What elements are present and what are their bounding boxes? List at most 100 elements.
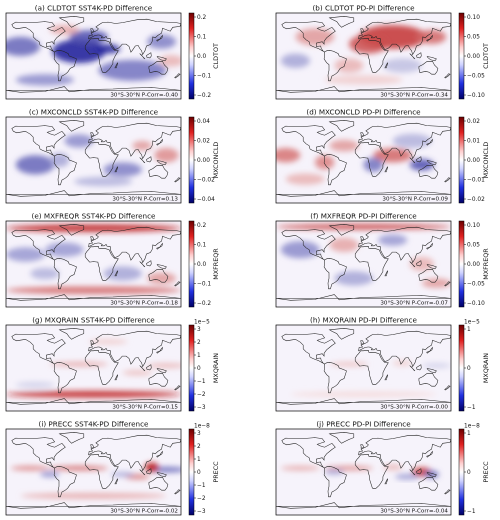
anomaly-patch: [64, 134, 94, 148]
colorbar-tick-label: 0.01: [467, 139, 480, 145]
coastline: [426, 450, 433, 458]
correlation-label: 30°S-30°N P-Corr=0.15: [112, 405, 178, 411]
anomaly-patch: [392, 133, 432, 149]
colorbar-tick-label: 0.0: [197, 54, 207, 60]
anomaly-patch: [421, 278, 451, 288]
anomaly-patch: [395, 473, 420, 480]
anomaly-patch: [382, 58, 422, 73]
colorbar-tick-label: −1: [467, 509, 476, 515]
anomaly-patch: [409, 256, 434, 272]
coastline: [409, 53, 416, 60]
colorbar-exponent: 1e−8: [194, 424, 210, 430]
coastline: [146, 260, 152, 267]
colorbar: [458, 324, 465, 412]
coastline: [323, 362, 347, 394]
coastline: [156, 346, 163, 354]
colorbar-tick-label: 1: [467, 431, 471, 437]
colorbar-tick-label: −1: [467, 405, 476, 411]
colorbar-tick-label: 0.1: [197, 243, 207, 249]
colorbar-exponent: 1e−5: [464, 320, 480, 326]
colorbar-tick-label: 0.0: [197, 262, 207, 268]
colorbar-tick-label: 0.1: [197, 35, 207, 41]
map-field: [6, 117, 181, 203]
anomaly-patch: [6, 390, 181, 398]
coastline: [360, 131, 365, 137]
anomaly-patch: [392, 360, 413, 367]
coastline: [323, 466, 347, 498]
coastline: [276, 190, 451, 197]
coastline: [174, 281, 181, 287]
coastline: [139, 157, 146, 164]
coastline: [11, 125, 66, 157]
coastline: [156, 242, 163, 250]
coastline: [276, 86, 451, 93]
anomaly-patch: [314, 155, 335, 170]
panel-title: (i) PRECC SST4K-PD Difference: [39, 420, 150, 429]
coastline: [53, 362, 77, 394]
coastline: [156, 472, 167, 478]
panel: (f) MXFREQR PD-PI Difference 30°S-30°N P-…: [275, 212, 490, 308]
panel-title: (a) CLDTOT SST4K-PD Difference: [35, 4, 153, 13]
panel: (g) MXQRAIN SST4K-PD Difference 30°S-30°N…: [5, 316, 220, 412]
colorbar-tick-label: −0.01: [467, 178, 485, 184]
coastline: [139, 261, 146, 268]
map-frame: [275, 324, 452, 412]
panel: (i) PRECC SST4K-PD Difference 30°S-30°N P…: [5, 420, 220, 516]
coastline: [358, 434, 451, 472]
coastline: [156, 450, 163, 458]
panel: (h) MXQRAIN PD-PI Difference 30°S-30°N P-…: [275, 316, 490, 412]
coastline: [354, 142, 389, 177]
colorbar-tick-label: 0.02: [197, 139, 210, 145]
anomaly-patch: [146, 272, 177, 285]
coastline: [358, 226, 451, 264]
coastline: [416, 364, 422, 371]
colorbar: [458, 12, 465, 100]
coastline: [156, 138, 163, 146]
coastline: [148, 476, 169, 491]
coastline: [156, 56, 167, 62]
coastline: [84, 454, 119, 489]
coastline: [146, 52, 152, 59]
colorbar-tick-label: −1: [197, 379, 206, 385]
coastline: [156, 264, 167, 270]
map-frame: [5, 324, 182, 412]
correlation-label: 30°S-30°N P-Corr=-0.02: [110, 509, 178, 515]
coastline: [58, 432, 85, 444]
colorbar-tick-label: 0.05: [467, 243, 480, 249]
panel-title: (b) CLDTOT PD-PI Difference: [313, 4, 416, 13]
panel: (b) CLDTOT PD-PI Difference 30°S-30°N P-C…: [275, 4, 490, 100]
coastline: [426, 264, 437, 270]
colorbar-tick-label: 0.10: [467, 223, 480, 229]
anomaly-patch: [15, 381, 55, 388]
panel: (e) MXFREQR SST4K-PD Difference 30°S-30°N…: [5, 212, 220, 308]
coastline: [354, 246, 389, 281]
colorbar-tick-label: −0.10: [467, 93, 485, 99]
coastline: [328, 432, 355, 444]
panel-title: (g) MXQRAIN SST4K-PD Difference: [32, 316, 155, 325]
colorbar-label: PRECC: [482, 461, 490, 483]
coastline: [358, 122, 451, 160]
anomaly-patch: [20, 493, 167, 499]
coastline: [444, 489, 451, 495]
coastline: [276, 294, 451, 301]
correlation-label: 30°S-30°N P-Corr=-0.00: [380, 405, 448, 411]
colorbar-tick-label: −0.2: [197, 93, 211, 99]
coastline: [281, 21, 336, 53]
coastline: [156, 368, 167, 374]
anomaly-patch: [88, 338, 128, 345]
coastline: [84, 246, 119, 281]
coastline: [444, 281, 451, 287]
map-frame: [5, 116, 182, 204]
colorbar-tick-label: 2: [197, 444, 201, 450]
colorbar-label: MXCONCLD: [212, 142, 220, 179]
colorbar-label: MXFREQR: [212, 248, 220, 280]
colorbar-tick-label: 0.00: [467, 158, 480, 164]
coastline: [281, 125, 336, 157]
colorbar-tick-label: 0: [467, 470, 471, 476]
correlation-label: 30°S-30°N P-Corr=-0.07: [380, 301, 448, 307]
coastline: [358, 330, 451, 368]
coastline: [139, 365, 146, 372]
coastline: [90, 131, 95, 137]
anomaly-patch: [132, 140, 152, 151]
coastline: [360, 235, 365, 241]
